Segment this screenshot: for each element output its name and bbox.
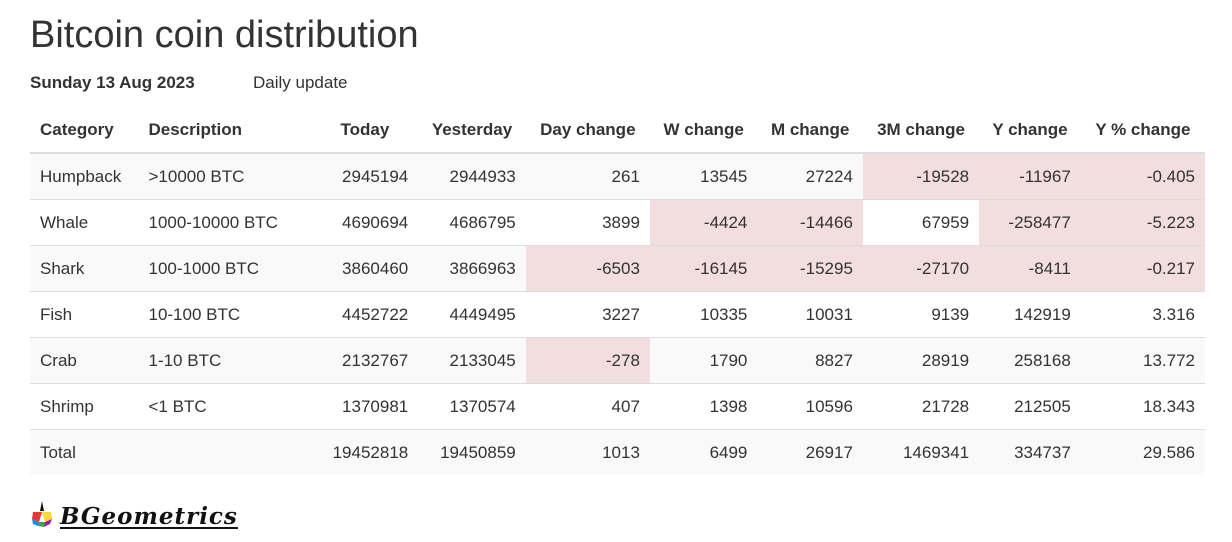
cell-m-change: -14466 [757,199,863,246]
cell-m-change: 10596 [757,383,863,430]
header-w-change: W change [649,108,758,154]
cell-m-change: 27224 [757,152,863,200]
cell-today: 19452818 [311,429,419,475]
cell-description [138,429,312,475]
cell-description: 1-10 BTC [138,337,312,384]
cell-m-change: 8827 [757,337,863,384]
cell-y-change: -11967 [979,152,1081,200]
cell-description: 1000-10000 BTC [138,199,312,246]
cell-y-change: 142919 [979,291,1081,338]
cell-3m-change: 1469341 [862,429,980,475]
header-today: Today [311,108,419,154]
page-title: Bitcoin coin distribution [30,14,419,56]
cell-w-change: 1790 [649,337,758,384]
header-3m-change: 3M change [862,108,980,154]
bgeometrics-logo[interactable]: BGeometrics [30,500,238,533]
header-m-change: M change [757,108,863,154]
table-row-total: Total 19452818 19450859 1013 6499 26917 … [30,429,1205,475]
cell-day-change: 1013 [525,429,650,475]
cell-w-change: 10335 [649,291,758,338]
cell-3m-change: 67959 [862,199,980,246]
table-row: Crab 1-10 BTC 2132767 2133045 -278 1790 … [30,337,1205,384]
cell-yesterday: 1370574 [418,383,526,430]
cell-y-pct-change: 13.772 [1080,337,1205,384]
cell-category: Whale [30,199,139,246]
bgeometrics-logo-text: BGeometrics [60,503,238,530]
cell-y-change: 258168 [979,337,1081,384]
cell-3m-change: 21728 [862,383,980,430]
cell-today: 3860460 [311,245,419,292]
cell-m-change: 10031 [757,291,863,338]
cell-category: Humpback [30,152,139,200]
cell-description: 10-100 BTC [138,291,312,338]
update-date: Sunday 13 Aug 2023 [30,73,195,92]
table-row: Shark 100-1000 BTC 3860460 3866963 -6503… [30,245,1205,292]
cell-today: 4452722 [311,291,419,338]
cell-w-change: 1398 [649,383,758,430]
header-y-pct-change: Y % change [1080,108,1205,154]
cell-w-change: 6499 [649,429,758,475]
cell-day-change: 261 [525,152,650,200]
bgeometrics-logo-icon [30,500,54,533]
cell-today: 4690694 [311,199,419,246]
cell-yesterday: 4449495 [418,291,526,338]
cell-y-change: 212505 [979,383,1081,430]
cell-w-change: 13545 [649,152,758,200]
cell-day-change: 3227 [525,291,650,338]
cell-yesterday: 19450859 [418,429,526,475]
cell-description: >10000 BTC [138,152,312,200]
update-frequency: Daily update [253,73,348,92]
cell-description: 100-1000 BTC [138,245,312,292]
cell-today: 1370981 [311,383,419,430]
cell-w-change: -4424 [649,199,758,246]
cell-y-pct-change: 18.343 [1080,383,1205,430]
cell-y-pct-change: 3.316 [1080,291,1205,338]
cell-category: Crab [30,337,139,384]
table-row: Humpback >10000 BTC 2945194 2944933 261 … [30,152,1205,200]
cell-day-change: 3899 [525,199,650,246]
cell-day-change: 407 [525,383,650,430]
cell-y-pct-change: -0.217 [1080,245,1205,292]
table-row: Shrimp <1 BTC 1370981 1370574 407 1398 1… [30,383,1205,430]
cell-yesterday: 2944933 [418,152,526,200]
cell-y-pct-change: 29.586 [1080,429,1205,475]
header-yesterday: Yesterday [418,108,526,154]
cell-3m-change: 28919 [862,337,980,384]
cell-today: 2945194 [311,152,419,200]
cell-y-change: -8411 [979,245,1081,292]
cell-m-change: 26917 [757,429,863,475]
cell-yesterday: 3866963 [418,245,526,292]
header-day-change: Day change [525,108,650,154]
cell-description: <1 BTC [138,383,312,430]
cell-category: Shrimp [30,383,139,430]
table-row: Whale 1000-10000 BTC 4690694 4686795 389… [30,199,1205,246]
cell-m-change: -15295 [757,245,863,292]
cell-y-change: 334737 [979,429,1081,475]
cell-w-change: -16145 [649,245,758,292]
cell-y-pct-change: -5.223 [1080,199,1205,246]
cell-category: Shark [30,245,139,292]
header-description: Description [138,108,312,154]
cell-3m-change: 9139 [862,291,980,338]
cell-y-change: -258477 [979,199,1081,246]
coin-distribution-table: Category Description Today Yesterday Day… [30,108,1205,475]
cell-category: Total [30,429,139,475]
cell-today: 2132767 [311,337,419,384]
cell-day-change: -6503 [525,245,650,292]
cell-category: Fish [30,291,139,338]
header-category: Category [30,108,139,154]
subtitle-line: Sunday 13 Aug 2023 Daily update [30,73,348,93]
cell-yesterday: 4686795 [418,199,526,246]
cell-yesterday: 2133045 [418,337,526,384]
cell-3m-change: -27170 [862,245,980,292]
cell-y-pct-change: -0.405 [1080,152,1205,200]
cell-3m-change: -19528 [862,152,980,200]
cell-day-change: -278 [525,337,650,384]
header-y-change: Y change [979,108,1081,154]
table-header-row: Category Description Today Yesterday Day… [30,108,1205,154]
table-row: Fish 10-100 BTC 4452722 4449495 3227 103… [30,291,1205,338]
